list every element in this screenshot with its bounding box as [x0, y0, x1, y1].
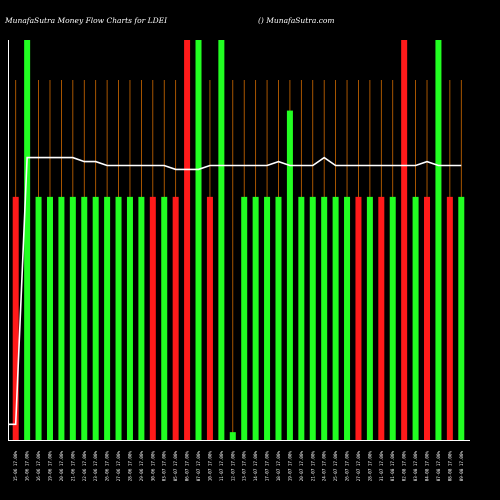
x-tick-label: 23-06 17.00%	[93, 451, 98, 482]
money-flow-bar	[24, 40, 31, 440]
money-flow-bar	[195, 40, 202, 440]
money-flow-bar	[138, 196, 145, 440]
money-flow-bar	[366, 196, 373, 440]
money-flow-bar	[241, 196, 248, 440]
site-credit: () MunafaSutra.com	[258, 16, 335, 25]
money-flow-bar	[92, 196, 99, 440]
x-tick-label: 24-07 17.00%	[322, 451, 327, 482]
x-tick-label: 29-06 17.00%	[139, 451, 144, 482]
x-tick-label: 08-08 17.00%	[447, 451, 452, 482]
money-flow-bar	[46, 196, 53, 440]
x-tick-label: 03-08 17.00%	[413, 451, 418, 482]
money-flow-bar	[401, 40, 408, 440]
x-tick-label: 06-07 17.00%	[185, 451, 190, 482]
money-flow-bar	[446, 196, 453, 440]
x-tick-label: 20-06 17.00%	[59, 451, 64, 482]
money-flow-bar	[115, 196, 122, 440]
money-flow-bar	[35, 196, 42, 440]
money-flow-bar	[161, 196, 168, 440]
x-tick-label: 13-07 17.00%	[242, 451, 247, 482]
x-tick-label: 11-07 17.00%	[219, 451, 224, 482]
money-flow-line	[8, 156, 462, 426]
x-tick-label: 07-07 17.00%	[196, 451, 201, 482]
money-flow-bar	[264, 196, 271, 440]
money-flow-bar	[378, 196, 385, 440]
money-flow-bar	[275, 196, 282, 440]
money-flow-bar	[435, 40, 442, 440]
x-tick-label: 15-06 17.00%	[13, 451, 18, 482]
money-flow-bar	[104, 196, 111, 440]
money-flow-bar	[286, 110, 293, 441]
x-tick-label: 01-08 17.00%	[390, 451, 395, 482]
money-flow-bar	[172, 196, 179, 440]
money-flow-bar	[389, 196, 396, 440]
x-tick-label: 17-07 17.00%	[265, 451, 270, 482]
x-tick-label: 05-07 17.00%	[173, 451, 178, 482]
money-flow-bar	[424, 196, 431, 440]
money-flow-bar	[355, 196, 362, 440]
money-flow-bar	[149, 196, 156, 440]
money-flow-bar	[309, 196, 316, 440]
money-flow-bar	[321, 196, 328, 440]
chart-title: MunafaSutra Money Flow Charts for LDEI	[4, 16, 168, 25]
x-tick-label: 14-07 17.00%	[253, 451, 258, 482]
money-flow-bar	[81, 196, 88, 440]
money-flow-bar	[344, 196, 351, 440]
bars	[12, 40, 465, 441]
x-tick-label: 26-06 17.00%	[105, 451, 110, 482]
x-tick-label: 30-06 17.00%	[150, 451, 155, 482]
money-flow-bar	[126, 196, 133, 440]
x-tick-label: 27-06 17.00%	[116, 451, 121, 482]
x-tick-label: 19-07 17.00%	[287, 451, 292, 482]
x-tick-label: 22-06 17.00%	[82, 451, 87, 482]
money-flow-bar	[412, 196, 419, 440]
x-tick-label: 19-06 17.00%	[47, 451, 52, 482]
x-tick-label: 21-06 17.00%	[70, 451, 75, 482]
money-flow-bar	[12, 196, 19, 440]
x-tick-label: 10-07 17.00%	[207, 451, 212, 482]
x-tick-label: 26-07 17.00%	[345, 451, 350, 482]
x-tick-label: 25-07 17.00%	[333, 451, 338, 482]
money-flow-bar	[229, 432, 236, 440]
x-tick-label: 16-06 17.00%	[25, 451, 30, 482]
x-tick-label: 20-07 17.00%	[299, 451, 304, 482]
money-flow-bar	[252, 196, 259, 440]
money-flow-bar	[184, 40, 191, 440]
x-tick-label: 09-08 17.00%	[459, 451, 464, 482]
x-tick-labels: 15-06 17.00% 16-06 17.00% 16-06 17.00% 19-0…	[13, 451, 464, 482]
x-tick-label: 03-07 17.00%	[162, 451, 167, 482]
money-flow-bar	[332, 196, 339, 440]
x-tick-label: 02-08 17.00%	[402, 451, 407, 482]
x-tick-label: 16-06 17.00%	[36, 451, 41, 482]
x-tick-label: 07-08 17.00%	[436, 451, 441, 482]
money-flow-bar	[206, 196, 213, 440]
x-tick-label: 04-08 17.00%	[425, 451, 430, 482]
money-flow-bar	[458, 196, 465, 440]
x-tick-label: 31-07 17.00%	[379, 451, 384, 482]
money-flow-bar	[298, 196, 305, 440]
x-tick-label: 28-07 17.00%	[367, 451, 372, 482]
x-tick-label: 27-07 17.00%	[356, 451, 361, 482]
x-tick-label: 28-06 17.00%	[127, 451, 132, 482]
x-tick-label: 21-07 17.00%	[310, 451, 315, 482]
money-flow-bar	[58, 196, 65, 440]
money-flow-bar	[69, 196, 76, 440]
x-tick-label: 12-07 17.00%	[230, 451, 235, 482]
money-flow-bar	[218, 40, 225, 440]
x-tick-label: 18-07 17.00%	[276, 451, 281, 482]
